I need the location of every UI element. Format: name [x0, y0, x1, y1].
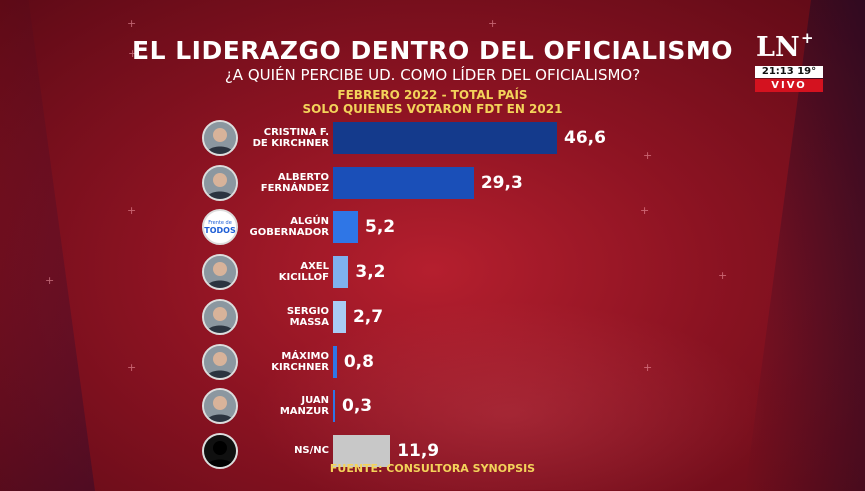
avatar [202, 120, 238, 156]
value-label: 0,3 [342, 396, 373, 417]
logo-line-2: TODOS [204, 225, 236, 235]
value-label: 5,2 [364, 217, 396, 238]
silhouette-icon [204, 434, 236, 467]
value-label: 46,6 [564, 128, 606, 148]
category-label: ALBERTO FERNÁNDEZ [209, 172, 329, 194]
person-icon [204, 345, 236, 378]
category-label-line: AXEL [300, 261, 329, 273]
category-label: ALGÚN GOBERNADOR [209, 216, 329, 238]
person-icon [204, 300, 236, 333]
category-label-line: MASSA [289, 316, 329, 328]
clock-temperature: 21:13 19° [755, 66, 823, 78]
category-label-line: MÁXIMO [281, 350, 329, 362]
bar [333, 390, 335, 423]
sparkle-icon: + [128, 47, 138, 60]
silhouette-icon [202, 432, 238, 469]
channel-logo-plus: + [801, 29, 814, 47]
live-badge: VIVO [755, 79, 823, 92]
category-label: MÁXIMO KIRCHNER [209, 351, 329, 373]
person-icon [204, 122, 236, 154]
sparkle-icon: + [127, 361, 137, 374]
sparkle-icon: + [643, 361, 653, 374]
sparkle-icon: + [127, 17, 137, 30]
bar [333, 122, 557, 154]
category-label-line: KIRCHNER [271, 361, 329, 373]
value-label: 0,8 [343, 351, 374, 372]
category-label: SERGIO MASSA [209, 306, 329, 328]
category-label-line: MANZUR [279, 406, 329, 418]
logo-line-1: Frente de [208, 219, 232, 226]
category-label-line: KICILLOF [278, 272, 329, 284]
avatar [202, 254, 238, 291]
category-label-line: CRISTINA F. [263, 127, 329, 138]
bar [333, 434, 391, 467]
bar [333, 300, 346, 333]
chart-title: EL LIDERAZGO DENTRO DEL OFICIALISMO [132, 36, 733, 65]
category-label-line: DE KIRCHNER [252, 138, 329, 149]
value-label: 3,2 [355, 262, 386, 283]
avatar [202, 164, 238, 201]
category-label: AXEL KICILLOF [209, 261, 329, 283]
avatar [202, 388, 238, 425]
person-icon [204, 390, 236, 423]
value-label: 29,3 [480, 172, 523, 193]
category-label: JUAN MANZUR [209, 395, 329, 417]
bar [333, 166, 474, 199]
frente-de-todos-logo: Frente de TODOS [202, 209, 238, 246]
sparkle-icon: + [640, 204, 650, 217]
chart-note-filter: SOLO QUIENES VOTARON FDT EN 2021 [302, 102, 563, 116]
avatar [202, 343, 238, 380]
chart-note-date: FEBRERO 2022 - TOTAL PAÍS [337, 88, 528, 102]
category-label-line: ALGÚN [290, 216, 329, 228]
avatar [202, 298, 238, 335]
category-label-line: JUAN [301, 395, 329, 407]
sparkle-icon: + [127, 204, 137, 217]
bar [333, 345, 337, 378]
bar [333, 211, 358, 244]
channel-logo-text: LN [756, 32, 800, 63]
bar [333, 256, 349, 289]
chart-subtitle: ¿A QUIÉN PERCIBE UD. COMO LÍDER DEL OFIC… [224, 66, 641, 84]
person-icon [204, 166, 236, 199]
value-label: 11,9 [397, 440, 440, 461]
category-label-line: FERNÁNDEZ [260, 182, 329, 194]
sparkle-icon: + [643, 149, 653, 162]
chart-source: FUENTE: CONSULTORA SYNOPSIS [329, 462, 536, 475]
category-label-line: SERGIO [286, 305, 329, 317]
value-label: 2,7 [352, 306, 384, 327]
person-icon [204, 256, 236, 289]
category-label: NS/NC [209, 445, 329, 456]
category-label-line: GOBERNADOR [249, 227, 329, 239]
category-label-line: ALBERTO [277, 171, 329, 183]
sparkle-icon: + [45, 274, 55, 287]
channel-logo: LN + [756, 29, 818, 68]
category-label-line: NS/NC [294, 444, 329, 456]
sparkle-icon: + [718, 269, 728, 282]
category-label: CRISTINA F. DE KIRCHNER [209, 127, 329, 149]
sparkle-icon: + [488, 17, 498, 30]
